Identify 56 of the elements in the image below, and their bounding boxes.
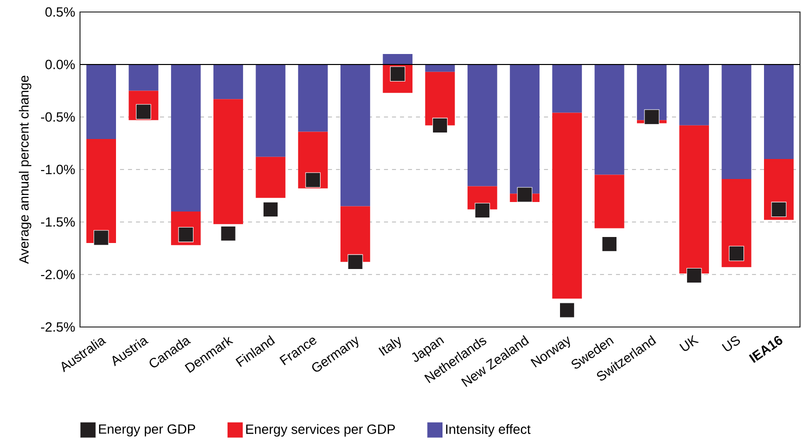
y-tick-label: -1.5% — [41, 217, 75, 227]
point — [686, 268, 702, 284]
point — [644, 109, 660, 125]
bar — [171, 64, 201, 212]
point — [94, 230, 109, 246]
bar — [340, 64, 370, 206]
bar — [86, 64, 116, 140]
point — [517, 187, 532, 202]
bar — [510, 64, 540, 194]
bar — [764, 64, 794, 159]
y-tick-label: -2.0% — [41, 270, 75, 280]
bar — [468, 64, 498, 186]
point — [136, 104, 152, 120]
bar — [552, 112, 582, 299]
y-tick-label: -2.5% — [41, 322, 75, 332]
y-axis-title: Average annual percent change — [18, 76, 32, 264]
point — [559, 302, 575, 318]
bar — [86, 139, 116, 243]
bar — [256, 64, 286, 157]
y-tick-label: 0.0% — [45, 60, 75, 70]
bar — [298, 64, 328, 132]
legend-label: Energy services per GDP — [246, 424, 395, 437]
bar — [425, 64, 455, 72]
bar — [679, 125, 709, 274]
bar — [552, 64, 582, 113]
y-tick-label: 0.5% — [45, 7, 75, 17]
bar — [213, 99, 244, 224]
point — [432, 118, 448, 134]
point — [178, 226, 194, 242]
bar — [340, 206, 370, 262]
x-tick-label: US — [722, 336, 740, 352]
point — [474, 202, 490, 218]
bar — [213, 64, 244, 100]
legend-label: Energy per GDP — [99, 424, 196, 436]
point — [771, 202, 786, 218]
bar — [679, 64, 709, 126]
point — [602, 236, 618, 252]
x-tick-label: Italy — [378, 336, 401, 356]
point — [262, 202, 278, 218]
bar — [594, 64, 624, 175]
bar — [256, 156, 286, 198]
bar — [722, 64, 752, 179]
bar — [128, 64, 158, 91]
y-tick-label: -0.5% — [41, 112, 75, 122]
bar — [382, 54, 412, 64]
bar — [594, 174, 624, 228]
point — [390, 66, 406, 82]
point — [348, 254, 363, 270]
bar — [425, 72, 455, 126]
x-tick-label: UK — [679, 334, 699, 351]
point — [728, 246, 744, 262]
bar — [722, 178, 752, 268]
y-tick-label: -1.0% — [41, 164, 75, 174]
point — [220, 226, 236, 242]
point — [305, 172, 321, 188]
legend-label: Intensity effect — [446, 424, 531, 437]
